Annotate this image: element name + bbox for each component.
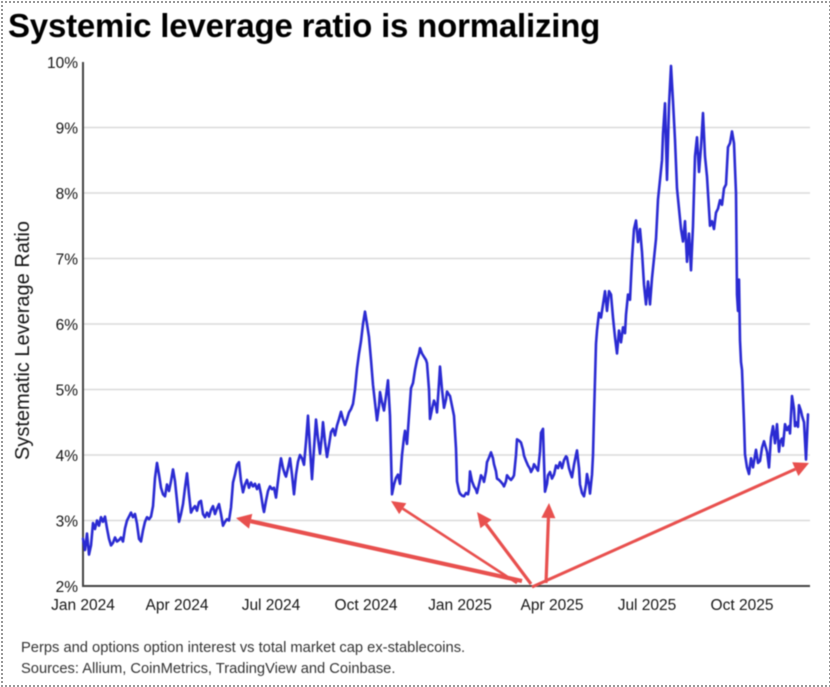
svg-text:5%: 5% <box>56 383 79 400</box>
svg-text:9%: 9% <box>56 121 79 138</box>
svg-text:Jan 2024: Jan 2024 <box>51 597 115 614</box>
svg-text:Oct 2025: Oct 2025 <box>711 597 774 614</box>
svg-text:Systemic leverage ratio is nor: Systemic leverage ratio is normalizing <box>8 7 600 44</box>
svg-text:Apr 2025: Apr 2025 <box>521 597 584 614</box>
svg-text:2%: 2% <box>56 579 79 596</box>
svg-text:10%: 10% <box>47 55 78 72</box>
svg-text:Sources: Allium, CoinMetrics,: Sources: Allium, CoinMetrics, TradingVie… <box>21 661 395 677</box>
svg-text:Jan 2025: Jan 2025 <box>428 597 492 614</box>
svg-text:Jul 2024: Jul 2024 <box>242 597 301 614</box>
svg-text:Systematic Leverage Ratio: Systematic Leverage Ratio <box>12 221 34 460</box>
svg-text:Oct 2024: Oct 2024 <box>335 597 398 614</box>
svg-text:4%: 4% <box>56 448 79 465</box>
svg-text:8%: 8% <box>56 186 79 203</box>
svg-text:Jul 2025: Jul 2025 <box>618 597 677 614</box>
svg-text:6%: 6% <box>56 317 79 334</box>
svg-text:Perps and options option inter: Perps and options option interest vs tot… <box>21 640 465 656</box>
svg-text:3%: 3% <box>56 514 79 531</box>
svg-text:Apr 2024: Apr 2024 <box>146 597 209 614</box>
svg-text:7%: 7% <box>56 252 79 269</box>
